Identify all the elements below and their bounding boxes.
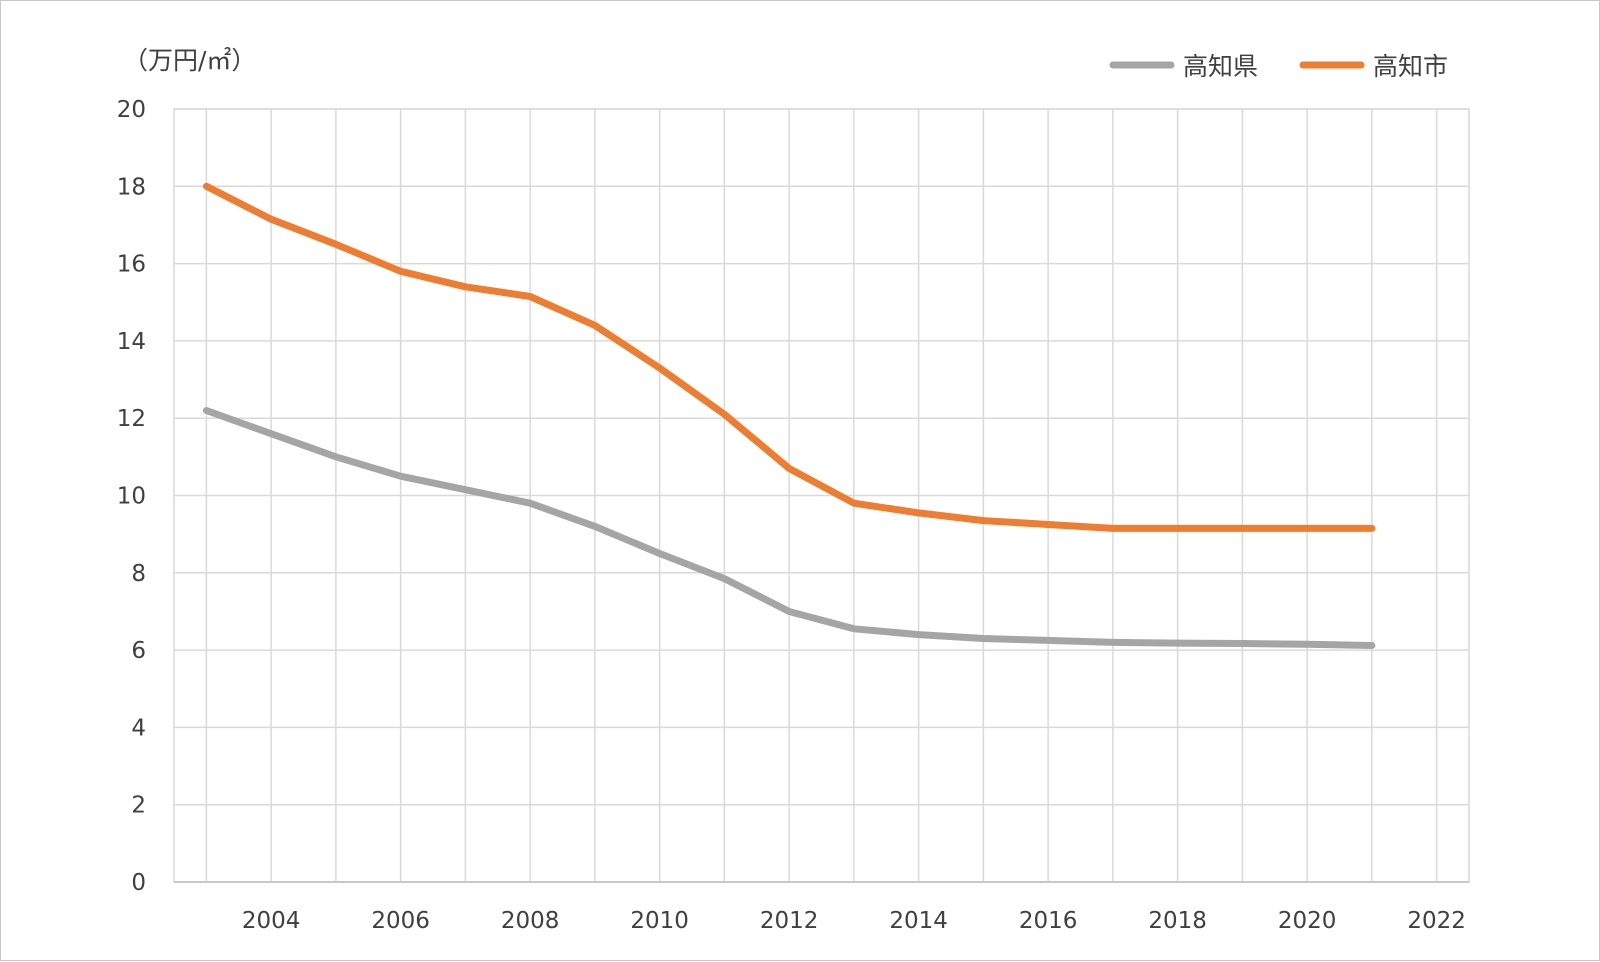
x-tick-label: 2020 — [1278, 908, 1337, 934]
y-tick-label: 20 — [117, 97, 146, 123]
y-tick-label: 4 — [131, 715, 146, 741]
y-tick-label: 16 — [117, 252, 146, 278]
x-tick-label: 2010 — [630, 908, 689, 934]
x-tick-label: 2018 — [1148, 908, 1207, 934]
y-tick-label: 10 — [117, 484, 146, 510]
legend-label: 高知市 — [1373, 52, 1448, 81]
x-tick-label: 2016 — [1019, 908, 1078, 934]
y-tick-label: 0 — [131, 870, 146, 896]
series-line-1 — [202, 407, 1376, 649]
grid — [174, 108, 1469, 883]
legend: 高知県 高知市 — [1109, 52, 1448, 81]
legend-label: 高知県 — [1183, 52, 1258, 81]
y-tick-label: 2 — [131, 793, 146, 819]
x-tick-label: 2012 — [760, 908, 819, 934]
tick-labels: 0 2 4 6 8 10 12 14 16 18 20 2004 2006 2008 2010 2012 201… — [117, 97, 1466, 934]
y-tick-label: 18 — [117, 174, 146, 200]
axes — [173, 108, 1470, 883]
x-tick-label: 2014 — [889, 908, 948, 934]
series-lines — [202, 182, 1376, 649]
x-tick-label: 2006 — [371, 908, 430, 934]
y-tick-label: 8 — [131, 561, 146, 587]
y-tick-label: 6 — [131, 638, 146, 664]
x-tick-label: 2008 — [501, 908, 560, 934]
y-tick-label: 14 — [117, 329, 146, 355]
y-tick-label: 12 — [117, 406, 146, 432]
series-line-2 — [202, 182, 1376, 532]
y-axis-unit-label: （万円/㎡） — [123, 46, 256, 75]
x-tick-label: 2004 — [242, 908, 301, 934]
x-tick-label: 2022 — [1407, 908, 1466, 934]
